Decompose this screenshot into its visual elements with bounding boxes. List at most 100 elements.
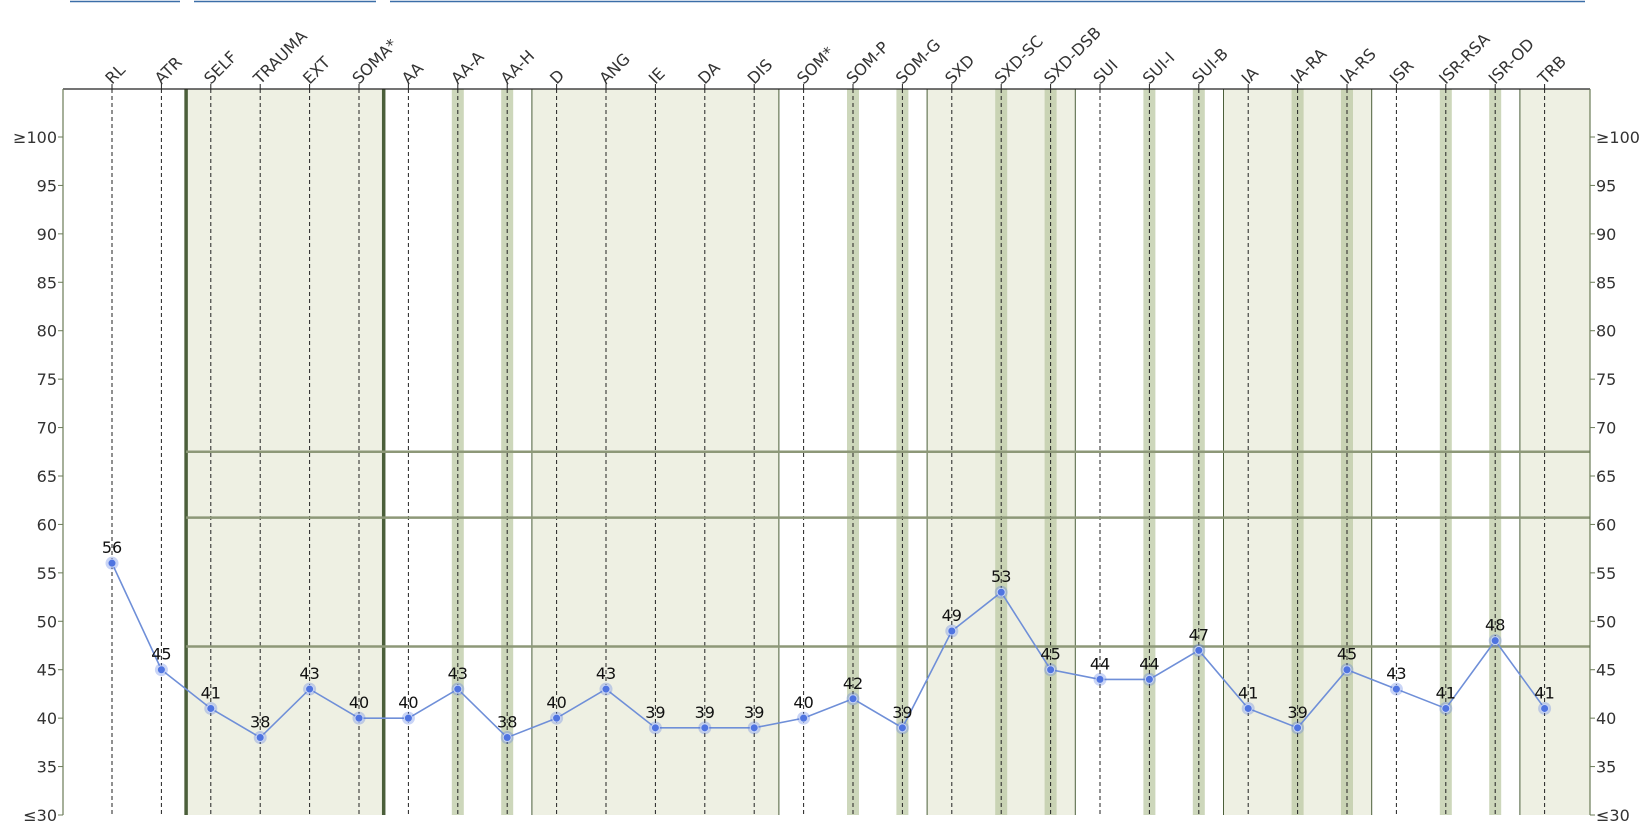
y-tick-label-right: 70 <box>1596 419 1616 438</box>
category-label: ANG <box>595 49 633 87</box>
y-tick-label-left: 50 <box>37 612 57 631</box>
category-label: SXD-SC <box>991 32 1047 88</box>
category-label: TRB <box>1533 52 1570 89</box>
data-label: 39 <box>695 703 715 722</box>
data-point <box>403 713 413 723</box>
y-tick-label-left: 95 <box>37 176 57 195</box>
y-tick-label-left: ≤30 <box>23 806 57 825</box>
category-label: IA <box>1238 63 1263 88</box>
data-label: 41 <box>201 683 221 702</box>
data-point <box>1243 703 1253 713</box>
category-label: ISR <box>1386 56 1418 88</box>
data-point <box>650 723 660 733</box>
data-label: 40 <box>398 693 418 712</box>
category-label: DA <box>694 58 724 88</box>
data-point <box>502 733 512 743</box>
series-line <box>111 562 1546 739</box>
data-point <box>996 587 1006 597</box>
category-label: RL <box>101 60 129 88</box>
category-label: EXT <box>299 53 334 88</box>
data-point <box>255 733 265 743</box>
y-tick-label-left: 40 <box>37 709 57 728</box>
data-point <box>799 713 809 723</box>
category-label: IA-RA <box>1287 44 1331 88</box>
y-tick-label-left: ≥100 <box>13 128 57 147</box>
data-point <box>354 713 364 723</box>
data-label: 45 <box>1337 645 1357 664</box>
data-label: 39 <box>645 703 665 722</box>
data-label: 39 <box>892 703 912 722</box>
category-label: AA-H <box>497 46 539 88</box>
data-label: 45 <box>1040 645 1060 664</box>
data-label: 42 <box>843 674 863 693</box>
data-label: 38 <box>250 713 270 732</box>
y-tick-label-right: 35 <box>1596 758 1616 777</box>
category-label: SOM* <box>793 43 838 88</box>
category-label: SOMA* <box>348 35 401 88</box>
data-point <box>1342 665 1352 675</box>
data-label: 48 <box>1485 616 1505 635</box>
y-tick-label-right: ≤30 <box>1596 806 1630 825</box>
data-label: 44 <box>1090 654 1110 673</box>
category-label: TRAUMA <box>249 27 311 89</box>
category-label: ATR <box>151 53 186 88</box>
y-tick-label-left: 45 <box>37 661 57 680</box>
data-label: 39 <box>744 703 764 722</box>
data-point <box>1441 703 1451 713</box>
y-tick-label-right: 95 <box>1596 176 1616 195</box>
data-point <box>601 684 611 694</box>
category-label: IA-RS <box>1336 44 1379 87</box>
category-label: SUI-B <box>1188 44 1232 88</box>
y-tick-label-right: 45 <box>1596 661 1616 680</box>
data-label: 56 <box>102 538 122 557</box>
category-label: SELF <box>200 47 241 88</box>
data-label: 47 <box>1189 625 1209 644</box>
y-tick-label-right: 85 <box>1596 273 1616 292</box>
data-point <box>156 665 166 675</box>
data-label: 41 <box>1534 683 1554 702</box>
data-point <box>848 694 858 704</box>
data-label: 44 <box>1139 654 1159 673</box>
y-tick-label-left: 90 <box>37 225 57 244</box>
data-point <box>107 558 117 568</box>
category-label: SUI-I <box>1139 48 1179 88</box>
y-tick-label-right: 55 <box>1596 564 1616 583</box>
category-label: SXD <box>941 51 978 88</box>
y-tick-label-left: 65 <box>37 467 57 486</box>
y-tick-label-right: 65 <box>1596 467 1616 486</box>
y-tick-label-left: 70 <box>37 419 57 438</box>
data-point <box>1144 674 1154 684</box>
data-point <box>1490 636 1500 646</box>
data-point <box>749 723 759 733</box>
data-label: 40 <box>793 693 813 712</box>
data-label: 41 <box>1238 683 1258 702</box>
y-tick-label-right: ≥100 <box>1596 128 1640 147</box>
data-point <box>1293 723 1303 733</box>
data-label: 43 <box>1386 664 1406 683</box>
data-point <box>700 723 710 733</box>
data-point <box>552 713 562 723</box>
y-tick-label-left: 80 <box>37 322 57 341</box>
y-tick-label-right: 90 <box>1596 225 1616 244</box>
data-point <box>1540 703 1550 713</box>
data-label: 38 <box>497 713 517 732</box>
y-tick-label-left: 60 <box>37 515 57 534</box>
y-tick-label-left: 35 <box>37 758 57 777</box>
category-label: SOM-G <box>892 35 945 88</box>
data-point <box>1046 665 1056 675</box>
y-tick-label-left: 85 <box>37 273 57 292</box>
category-label: SUI <box>1089 56 1121 88</box>
y-tick-label-right: 50 <box>1596 612 1616 631</box>
data-label: 39 <box>1287 703 1307 722</box>
category-label: DIS <box>744 55 777 88</box>
data-label: 41 <box>1436 683 1456 702</box>
category-label: IE <box>645 64 669 88</box>
data-point <box>1095 674 1105 684</box>
data-label: 53 <box>991 567 1011 586</box>
data-point <box>206 703 216 713</box>
data-label: 49 <box>942 606 962 625</box>
data-point <box>1391 684 1401 694</box>
data-label: 43 <box>448 664 468 683</box>
data-point <box>453 684 463 694</box>
